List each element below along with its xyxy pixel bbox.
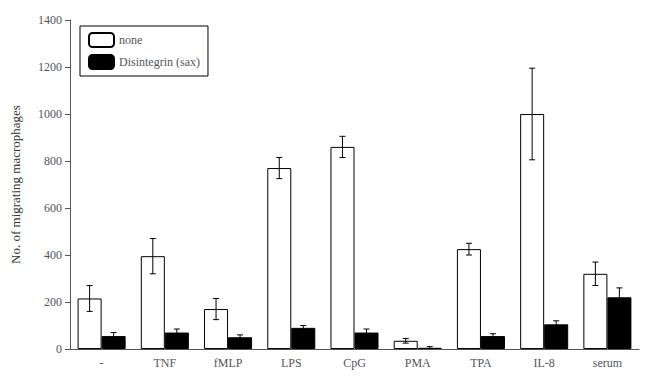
svg-text:600: 600 bbox=[44, 201, 62, 215]
svg-text:1000: 1000 bbox=[38, 107, 62, 121]
svg-text:1200: 1200 bbox=[38, 60, 62, 74]
svg-text:200: 200 bbox=[44, 295, 62, 309]
svg-text:TNF: TNF bbox=[153, 356, 176, 370]
svg-text:fMLP: fMLP bbox=[214, 356, 243, 370]
svg-text:IL-8: IL-8 bbox=[534, 356, 555, 370]
svg-text:0: 0 bbox=[56, 342, 62, 356]
svg-text:-: - bbox=[100, 356, 104, 370]
svg-text:TPA: TPA bbox=[470, 356, 492, 370]
svg-text:none: none bbox=[119, 33, 142, 47]
svg-text:400: 400 bbox=[44, 248, 62, 262]
svg-text:PMA: PMA bbox=[405, 356, 431, 370]
svg-text:Disintegrin (sax): Disintegrin (sax) bbox=[119, 55, 200, 69]
svg-text:No. of migrating macrophages: No. of migrating macrophages bbox=[8, 105, 23, 264]
svg-text:CpG: CpG bbox=[343, 356, 366, 370]
svg-text:800: 800 bbox=[44, 154, 62, 168]
svg-text:1400: 1400 bbox=[38, 13, 62, 27]
svg-text:serum: serum bbox=[593, 356, 623, 370]
svg-text:LPS: LPS bbox=[281, 356, 302, 370]
